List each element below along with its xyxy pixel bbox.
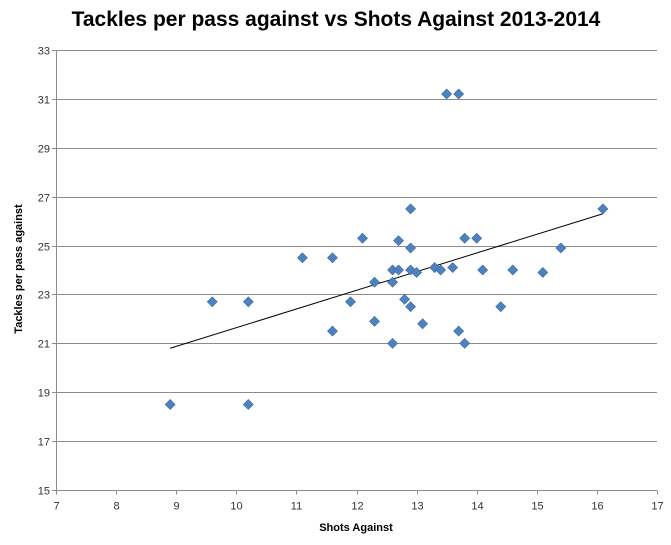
data-point: [387, 337, 398, 349]
y-tick-label: 21: [38, 339, 50, 351]
data-point: [369, 315, 380, 327]
trendline-layer: [170, 213, 604, 349]
y-tick-label: 33: [38, 46, 50, 58]
x-tick-label: 17: [651, 501, 663, 513]
data-point: [453, 88, 465, 100]
y-tick-label: 25: [38, 242, 50, 254]
data-point: [405, 301, 417, 313]
x-tick-label: 14: [471, 501, 483, 513]
data-point: [411, 267, 423, 278]
data-point: [405, 242, 417, 254]
data-point: [345, 296, 356, 308]
tick-labels: 15 17 19 21 23 25 27 29 31 33 7 8 9 10 11 12 13 14 15 16 17: [38, 46, 664, 513]
data-point: [206, 296, 218, 308]
data-point: [471, 232, 483, 244]
data-point: [435, 264, 447, 276]
y-axis-label: Tackles per pass against: [13, 204, 25, 334]
data-point: [242, 296, 254, 308]
y-tick-label: 31: [38, 95, 50, 107]
data-point: [164, 399, 176, 410]
x-tick-label: 12: [351, 501, 363, 513]
y-tick-label: 19: [38, 388, 50, 400]
y-tick-label: 17: [38, 437, 50, 449]
data-point: [537, 267, 549, 278]
trendline: [170, 213, 604, 349]
data-point: [555, 242, 567, 254]
x-tick-label: 9: [173, 501, 179, 513]
data-point: [393, 264, 404, 276]
data-point: [399, 293, 411, 305]
x-tick-label: 16: [591, 501, 603, 513]
x-axis-label: Shots Against: [319, 522, 393, 534]
data-point: [507, 264, 519, 276]
x-tick-label: 7: [53, 501, 59, 513]
data-point: [242, 399, 254, 410]
data-point: [405, 203, 417, 215]
data-point: [296, 252, 308, 264]
chart-title: Tackles per pass against vs Shots Agains…: [72, 8, 601, 31]
y-tick-label: 29: [38, 144, 50, 156]
data-point: [327, 325, 338, 337]
data-point: [477, 264, 489, 276]
data-point: [453, 325, 465, 337]
data-point: [597, 203, 609, 215]
data-point: [441, 88, 453, 100]
x-tick-label: 13: [411, 501, 423, 513]
axes: [52, 50, 658, 495]
data-point: [459, 337, 471, 349]
data-point: [369, 276, 380, 288]
data-points: [164, 88, 609, 410]
data-point: [393, 235, 404, 247]
y-tick-label: 27: [38, 193, 50, 205]
data-point: [327, 252, 338, 264]
data-point: [387, 276, 398, 288]
x-tick-label: 15: [531, 501, 543, 513]
y-tick-label: 23: [38, 290, 50, 302]
data-point: [447, 262, 459, 273]
x-tick-label: 8: [113, 501, 119, 513]
x-tick-label: 11: [291, 501, 302, 513]
data-point: [357, 232, 368, 244]
y-tick-label: 15: [38, 486, 50, 498]
data-point: [417, 318, 429, 330]
x-tick-label: 10: [230, 501, 242, 513]
gridlines: [56, 50, 657, 442]
data-point: [495, 301, 507, 313]
data-point: [459, 232, 471, 244]
